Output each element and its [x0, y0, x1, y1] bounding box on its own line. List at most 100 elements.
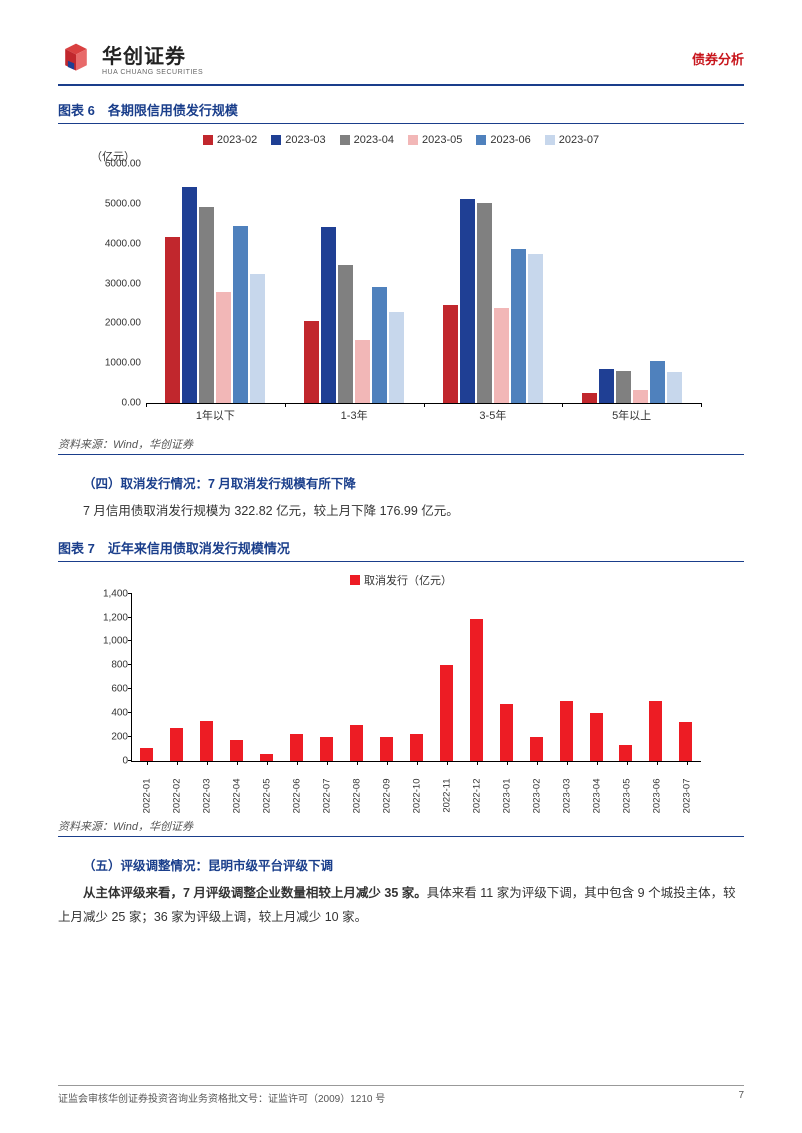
chart7-xtick-mark — [417, 761, 418, 765]
chart7-bar — [290, 734, 303, 761]
chart7-ytick-mark — [128, 664, 132, 665]
chart7-ytick: 400 — [94, 708, 128, 719]
chart7-bar — [500, 704, 513, 760]
chart7-bar — [560, 701, 573, 760]
chart6-bar — [460, 199, 475, 403]
chart7-legend: 取消发行（亿元） — [350, 572, 452, 588]
chart6-bar — [250, 274, 265, 403]
chart6-xlabel: 1-3年 — [314, 407, 394, 423]
chart6-bar — [389, 312, 404, 403]
chart6-xtick-mark — [562, 403, 563, 407]
chart6-ytick: 6000.00 — [96, 159, 141, 170]
chart7-xtick-mark — [627, 761, 628, 765]
brand-name-cn: 华创证券 — [102, 40, 203, 69]
chart7-bar — [679, 722, 692, 761]
legend-label: 2023-07 — [559, 134, 599, 146]
chart7-ytick: 0 — [94, 755, 128, 766]
chart7-ytick-mark — [128, 593, 132, 594]
chart6-legend-item: 2023-06 — [476, 134, 530, 146]
section4-heading: （四）取消发行情况：7 月取消发行规模有所下降 — [58, 473, 744, 492]
chart6-bar — [216, 292, 231, 403]
chart7-xtick-mark — [507, 761, 508, 765]
chart6-bar — [182, 187, 197, 403]
chart7-ytick-mark — [128, 688, 132, 689]
chart6-ytick: 2000.00 — [96, 318, 141, 329]
chart7-bar — [649, 701, 662, 761]
chart6-bar — [599, 369, 614, 403]
chart6-bar — [494, 308, 509, 403]
chart6-bar — [372, 287, 387, 403]
chart7-xtick-mark — [387, 761, 388, 765]
chart7-ytick: 600 — [94, 684, 128, 695]
legend-label: 2023-06 — [490, 134, 530, 146]
logo-icon — [58, 40, 94, 76]
chart7-xtick-mark — [147, 761, 148, 765]
chart7-bar — [260, 754, 273, 761]
chart7-ytick-mark — [128, 736, 132, 737]
chart7-legend-label: 取消发行（亿元） — [364, 572, 452, 588]
legend-swatch — [271, 135, 281, 145]
page-number: 7 — [738, 1090, 744, 1105]
chart7-xlabel: 2022-03 — [202, 778, 213, 828]
chart6-bar — [511, 249, 526, 403]
footer: 证监会审核华创证券投资咨询业务资格批文号：证监许可（2009）1210 号 7 — [58, 1085, 744, 1105]
chart7-bar — [440, 665, 453, 761]
legend-swatch — [545, 135, 555, 145]
section5-body-bold: 从主体评级来看，7 月评级调整企业数量相较上月减少 35 家。 — [83, 886, 427, 900]
chart7-ytick-mark — [128, 617, 132, 618]
brand-name-en: HUA CHUANG SECURITIES — [102, 69, 203, 76]
chart7-xlabel: 2022-08 — [352, 778, 363, 828]
chart7-bar — [170, 728, 183, 760]
chart7-xlabel: 2022-01 — [142, 778, 153, 828]
chart7-ytick-mark — [128, 640, 132, 641]
chart6-xtick-mark — [285, 403, 286, 407]
chart6-bar — [338, 265, 353, 403]
chart7-xlabel: 2022-10 — [412, 778, 423, 828]
chart7-ytick: 200 — [94, 731, 128, 742]
chart6-bar — [443, 305, 458, 403]
chart7-plot: 02004006008001,0001,2001,4002022-012022-… — [131, 594, 701, 762]
chart6-xtick-mark — [701, 403, 702, 407]
chart6-legend-item: 2023-03 — [271, 134, 325, 146]
chart7-xtick-mark — [177, 761, 178, 765]
chart6-bar — [616, 371, 631, 403]
chart7-ytick: 1,400 — [94, 588, 128, 599]
footer-disclaimer: 证监会审核华创证券投资咨询业务资格批文号：证监许可（2009）1210 号 — [58, 1090, 385, 1105]
chart7-bar — [350, 725, 363, 760]
chart6-bar — [650, 361, 665, 403]
chart7-bar — [230, 740, 243, 760]
chart7-xlabel: 2022-12 — [472, 778, 483, 828]
chart6-bar — [165, 237, 180, 403]
chart7-xtick-mark — [207, 761, 208, 765]
chart7-bar — [470, 619, 483, 761]
section4-body: 7 月信用债取消发行规模为 322.82 亿元，较上月下降 176.99 亿元。 — [58, 500, 744, 524]
legend-label: 2023-02 — [217, 134, 257, 146]
chart6-legend-item: 2023-05 — [408, 134, 462, 146]
chart7-xlabel: 2023-02 — [532, 778, 543, 828]
chart6-caption: 资料来源：Wind，华创证券 — [58, 436, 744, 455]
chart7-xlabel: 2022-05 — [262, 778, 273, 828]
chart7-bar — [590, 713, 603, 760]
doc-category: 债券分析 — [692, 49, 744, 68]
chart6-xlabel: 3-5年 — [453, 407, 533, 423]
legend-swatch — [408, 135, 418, 145]
chart7-xlabel: 2023-04 — [592, 778, 603, 828]
chart6-ytick: 1000.00 — [96, 358, 141, 369]
chart7-xtick-mark — [267, 761, 268, 765]
chart7-ytick: 1,000 — [94, 636, 128, 647]
section5-body: 从主体评级来看，7 月评级调整企业数量相较上月减少 35 家。具体来看 11 家… — [58, 882, 744, 930]
chart7-xlabel: 2023-05 — [622, 778, 633, 828]
chart7-xlabel: 2022-11 — [442, 778, 453, 828]
chart7-legend-swatch — [350, 575, 360, 585]
chart6-legend: 2023-02 2023-03 2023-04 2023-05 2023-06 2023-… — [58, 134, 744, 146]
chart7-bar — [380, 737, 393, 761]
chart7-xlabel: 2022-06 — [292, 778, 303, 828]
chart6-xlabel: 1年以下 — [175, 407, 255, 423]
chart6-legend-item: 2023-02 — [203, 134, 257, 146]
chart6-bar-group — [443, 199, 543, 403]
legend-label: 2023-04 — [354, 134, 394, 146]
chart7-bar — [140, 748, 153, 761]
header-rule — [58, 84, 744, 86]
chart6-title: 图表 6 各期限信用债发行规模 — [58, 100, 744, 124]
chart6-legend-item: 2023-07 — [545, 134, 599, 146]
